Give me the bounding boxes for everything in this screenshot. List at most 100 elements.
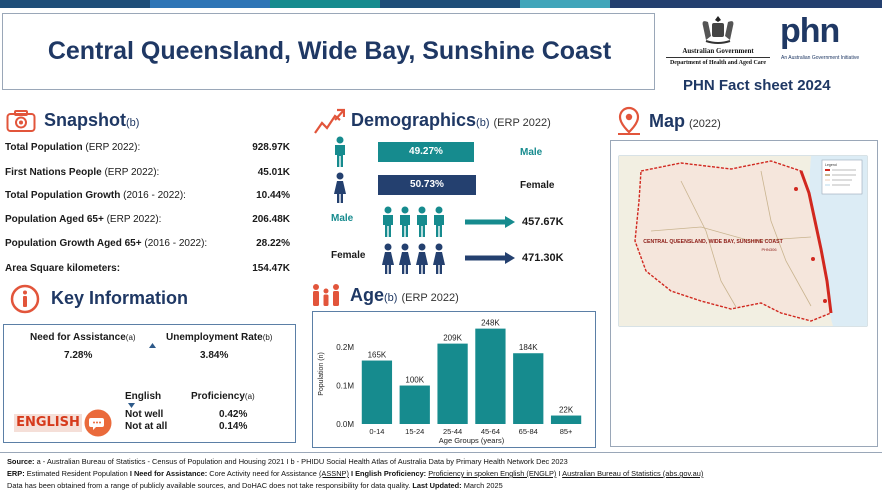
- gov-divider: [666, 57, 770, 58]
- snapshot-note: (2016 - 2022):: [141, 238, 208, 249]
- map-title: Map (2022): [649, 111, 721, 132]
- government-logo: Australian Government Department of Heal…: [666, 14, 770, 66]
- need-assistance-label-text: Need for Assistance: [30, 332, 126, 343]
- not-well-value: 0.42%: [219, 409, 248, 420]
- snapshot-row-first-nations: First Nations People (ERP 2022): 45.01K: [5, 167, 290, 178]
- snapshot-value: 928.97K: [252, 142, 290, 153]
- abs-link[interactable]: Australian Bureau of Statistics (abs.gov…: [562, 469, 704, 478]
- phn-tagline: An Australian Government Initiative: [781, 55, 860, 61]
- english-label: English: [125, 391, 162, 402]
- footer-erp-label: ERP:: [7, 469, 25, 478]
- snapshot-label: First Nations People: [5, 167, 102, 178]
- unemployment-label-text: Unemployment Rate: [166, 332, 263, 343]
- map-panel: CENTRAL QUEENSLAND, WIDE BAY, SUNSHINE C…: [610, 140, 878, 447]
- x-axis-label: Age Groups (years): [439, 436, 505, 445]
- region-map[interactable]: CENTRAL QUEENSLAND, WIDE BAY, SUNSHINE C…: [611, 141, 877, 446]
- demographics-title-text: Demographics: [351, 110, 477, 130]
- need-assistance-label: Need for Assistance(a): [30, 332, 136, 343]
- unemployment-sub: (b): [262, 333, 273, 342]
- footer-updated-label: Last Updated:: [412, 481, 462, 490]
- x-tick-label: 25-44: [443, 427, 462, 436]
- assnp-link[interactable]: (ASSNP): [318, 469, 349, 478]
- x-tick-label: 15-24: [405, 427, 424, 436]
- demographics-title-sub: (b): [476, 117, 490, 129]
- male-figure-icon: [335, 136, 345, 167]
- age-bar: [437, 343, 468, 424]
- bar-data-label: 165K: [368, 351, 387, 360]
- need-assistance-sub: (a): [125, 333, 136, 342]
- unemployment-label: Unemployment Rate(b): [166, 332, 272, 343]
- female-figure-icon: [334, 172, 346, 203]
- age-bar: [361, 360, 393, 424]
- factsheet-label: PHN Fact sheet 2024: [683, 77, 831, 94]
- map-region-code: PHN306: [761, 247, 777, 252]
- snapshot-label: Area Square kilometers:: [5, 263, 121, 274]
- male-arrow-icon: [465, 216, 515, 228]
- footer-definitions: ERP: Estimated Resident Population I Nee…: [7, 469, 703, 478]
- title-box: Central Queensland, Wide Bay, Sunshine C…: [2, 13, 655, 90]
- y-tick-label: 0.1M: [336, 382, 354, 391]
- age-title: Age(b) (ERP 2022): [350, 285, 459, 306]
- male-count-label: Male: [331, 213, 354, 224]
- coat-of-arms-icon: [702, 16, 734, 44]
- age-title-note: (ERP 2022): [401, 292, 459, 304]
- snapshot-note: (ERP 2022):: [103, 214, 162, 225]
- department-name: Department of Health and Aged Care: [669, 60, 767, 66]
- age-bar: [475, 328, 506, 424]
- footer-source-text: a - Australian Bureau of Statistics - Ce…: [34, 457, 568, 466]
- footer-need-text: Core Activity need for Assistance: [207, 469, 319, 478]
- english-badge-text: ENGLISH: [14, 414, 82, 432]
- snapshot-label: Population Aged 65+: [5, 214, 104, 225]
- x-tick-label: 0-14: [369, 427, 384, 436]
- bar-data-label: 248K: [481, 319, 500, 328]
- female-group-icon: [382, 243, 445, 274]
- x-tick-label: 45-64: [481, 427, 500, 436]
- phn-logo: phn: [780, 12, 840, 50]
- gov-name: Australian Government: [682, 47, 754, 55]
- caret-up-icon: [149, 343, 156, 348]
- age-title-sub: (b): [384, 292, 398, 304]
- english-badge: ENGLISH: [14, 412, 82, 434]
- female-count-value: 471.30K: [522, 252, 564, 264]
- footer-updated-text: March 2025: [461, 481, 503, 490]
- key-info-panel: Need for Assistance(a) Unemployment Rate…: [3, 324, 296, 443]
- trend-line-icon: [314, 108, 345, 134]
- need-assistance-value: 7.28%: [64, 350, 93, 361]
- age-chart-panel: 0.0M 0.1M 0.2M Population (n) 165K 0-14 100K 15…: [312, 311, 596, 448]
- snapshot-note: (ERP 2022):: [82, 142, 141, 153]
- age-title-text: Age: [350, 285, 385, 305]
- page-title: Central Queensland, Wide Bay, Sunshine C…: [47, 37, 612, 65]
- footer-source: Source: a - Australian Bureau of Statist…: [7, 457, 568, 466]
- not-at-all-value: 0.14%: [219, 421, 248, 432]
- y-tick-label: 0.0M: [336, 420, 354, 429]
- male-count-value: 457.67K: [522, 216, 564, 228]
- englp-link[interactable]: Proficiency in spoken English (ENGLP): [428, 469, 557, 478]
- footer-source-label: Source:: [7, 457, 35, 466]
- family-icon: [313, 284, 339, 306]
- snapshot-label: Total Population Growth: [5, 190, 121, 201]
- female-count-label: Female: [331, 250, 366, 261]
- not-at-all-label: Not at all: [125, 421, 168, 432]
- proficiency-label: Proficiency(a): [191, 391, 255, 402]
- map-title-note: (2022): [689, 118, 721, 130]
- male-side-label: Male: [520, 147, 543, 158]
- age-bar: [399, 385, 430, 424]
- y-tick-label: 0.2M: [336, 343, 354, 352]
- footer-english-label: I English Proficiency:: [348, 469, 427, 478]
- x-tick-label: 65-84: [519, 427, 538, 436]
- caret-down-icon: [128, 403, 135, 408]
- snapshot-label: Total Population: [5, 142, 83, 153]
- map-title-text: Map: [649, 111, 685, 131]
- y-axis-label: Population (n): [318, 352, 325, 396]
- key-info-title: Key Information: [51, 288, 189, 308]
- snapshot-value: 10.44%: [256, 190, 290, 201]
- snapshot-title-text: Snapshot: [44, 110, 127, 130]
- map-region-label: CENTRAL QUEENSLAND, WIDE BAY, SUNSHINE C…: [643, 239, 783, 245]
- snapshot-value: 154.47K: [252, 263, 290, 274]
- snapshot-note: (ERP 2022):: [101, 167, 160, 178]
- snapshot-value: 45.01K: [257, 167, 290, 178]
- proficiency-sub: (a): [244, 392, 255, 401]
- demographics-title: Demographics(b) (ERP 2022): [351, 110, 551, 131]
- bar-data-label: 22K: [559, 406, 574, 415]
- footer-disclaimer: Data has been obtained from a range of p…: [7, 481, 503, 490]
